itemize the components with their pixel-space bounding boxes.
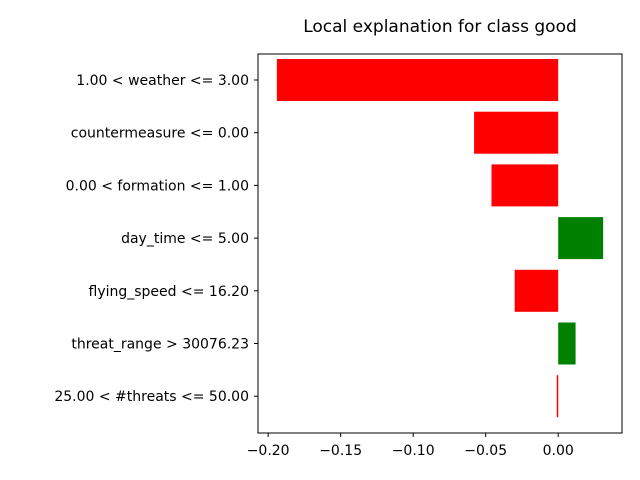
y-tick-label-1: countermeasure <= 0.00 bbox=[71, 126, 249, 142]
x-tick-label-2: −0.10 bbox=[392, 443, 435, 459]
bars-group bbox=[276, 59, 604, 418]
x-tick-label-0: −0.20 bbox=[247, 443, 290, 459]
y-tick-label-2: 0.00 < formation <= 1.00 bbox=[66, 178, 249, 194]
bar-1 bbox=[474, 111, 559, 154]
bar-0 bbox=[276, 59, 559, 101]
bar-3 bbox=[558, 217, 604, 260]
x-tick-label-3: −0.05 bbox=[464, 443, 507, 459]
y-tick-label-6: 25.00 < #threats <= 50.00 bbox=[54, 389, 249, 405]
x-tick-label-1: −0.15 bbox=[319, 443, 362, 459]
chart-title: Local explanation for class good bbox=[303, 17, 577, 37]
x-axis-ticks: −0.20 −0.15 −0.10 −0.05 0.00 bbox=[247, 433, 574, 459]
y-tick-label-0: 1.00 < weather <= 3.00 bbox=[76, 73, 249, 89]
y-tick-label-3: day_time <= 5.00 bbox=[121, 231, 249, 247]
bar-4 bbox=[514, 269, 559, 312]
x-tick-label-4: 0.00 bbox=[543, 443, 574, 459]
y-tick-label-5: threat_range > 30076.23 bbox=[71, 337, 249, 353]
bar-6 bbox=[556, 375, 559, 418]
y-tick-label-4: flying_speed <= 16.20 bbox=[89, 284, 250, 300]
plot-frame bbox=[257, 53, 623, 434]
y-axis-ticks: 1.00 < weather <= 3.00 countermeasure <= … bbox=[54, 73, 258, 405]
bar-2 bbox=[491, 164, 559, 207]
bar-5 bbox=[558, 322, 576, 365]
